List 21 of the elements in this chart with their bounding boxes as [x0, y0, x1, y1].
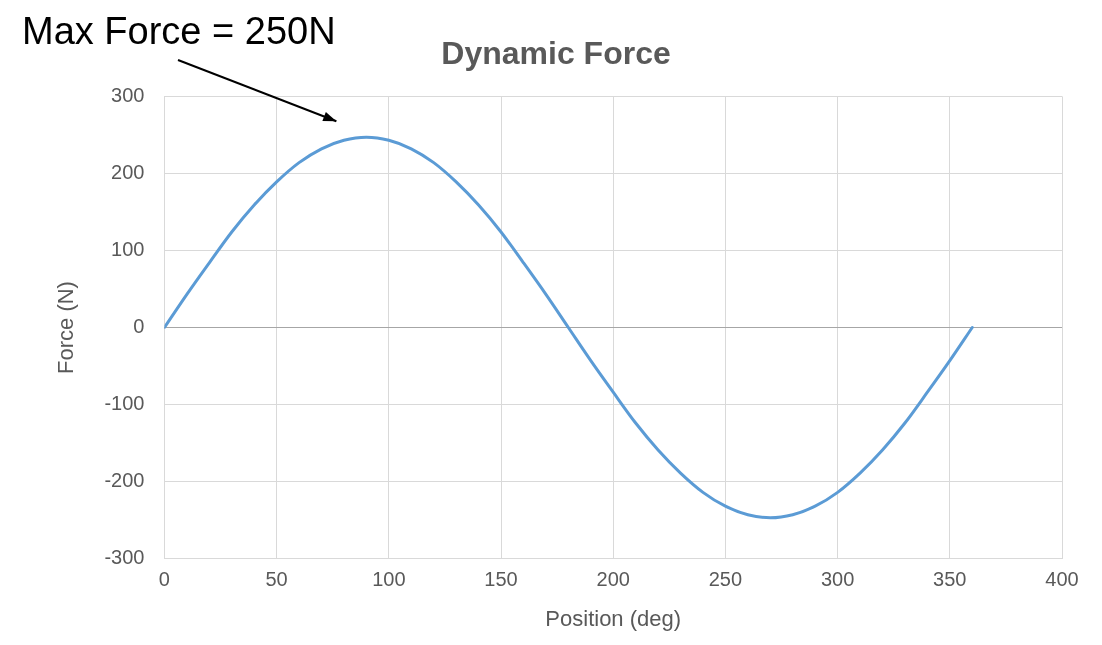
y-tick-label: 300	[111, 83, 145, 106]
x-tick-label: 250	[708, 568, 743, 591]
x-tick-label: 100	[372, 568, 406, 591]
y-tick-label: 200	[111, 160, 145, 183]
x-tick-label: 0	[158, 568, 170, 591]
y-tick-label: 100	[111, 237, 145, 260]
y-axis-title: Force (N)	[53, 281, 79, 374]
x-tick-label: 150	[484, 568, 518, 591]
text: Max Force = 250N	[22, 10, 336, 52]
x-tick-label: 50	[265, 568, 288, 591]
x-axis-title: Position (deg)	[545, 605, 682, 631]
y-tick-label: 0	[133, 315, 145, 338]
x-tick-label: 300	[820, 568, 855, 591]
y-tick-label: -300	[104, 546, 145, 569]
chart-title: Dynamic Force	[441, 35, 671, 72]
line-series	[164, 135, 974, 520]
y-tick-label: -200	[104, 469, 145, 492]
x-tick-label: 350	[933, 568, 967, 591]
y-tick-label: -100	[104, 392, 145, 415]
x-tick-label: 400	[1045, 568, 1079, 591]
x-tick-label: 200	[596, 568, 630, 591]
